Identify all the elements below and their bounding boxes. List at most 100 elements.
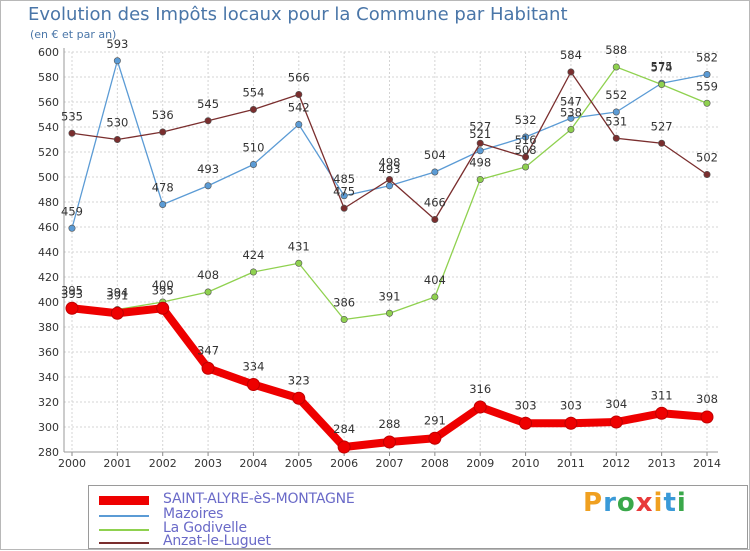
y-tick-label: 520 [38, 146, 59, 159]
data-point [522, 163, 530, 171]
chart-title: Evolution des Impôts locaux pour la Comm… [28, 4, 568, 25]
x-tick-label: 2004 [239, 457, 267, 470]
data-point [612, 108, 620, 116]
x-tick-label: 2008 [421, 457, 449, 470]
data-point [292, 391, 306, 405]
data-point [159, 201, 167, 209]
data-label: 395 [61, 283, 83, 297]
data-point [567, 114, 575, 122]
data-label: 530 [106, 116, 128, 130]
x-tick-label: 2014 [693, 457, 721, 470]
y-tick-label: 280 [38, 446, 59, 459]
data-label: 311 [651, 388, 673, 402]
data-label: 493 [379, 162, 401, 176]
data-label: 394 [106, 286, 128, 300]
legend-label-la-godivelle: La Godivelle [163, 520, 247, 536]
y-tick-label: 580 [38, 71, 59, 84]
axes [63, 48, 718, 456]
data-label: 531 [605, 114, 627, 128]
data-label: 538 [560, 106, 582, 120]
data-label: 504 [424, 148, 446, 162]
data-label: 408 [197, 268, 219, 282]
data-point [567, 126, 575, 134]
data-point [113, 136, 121, 144]
legend-swatch-anzat-le-luguet [99, 542, 149, 544]
data-label: 535 [61, 109, 83, 123]
data-label: 466 [424, 196, 446, 210]
data-label: 584 [560, 48, 582, 62]
legend-label-anzat-le-luguet: Anzat-le-Luguet [163, 533, 271, 549]
legend-swatch-mazoires [99, 515, 149, 517]
x-tick-label: 2005 [285, 457, 313, 470]
data-point [337, 440, 351, 454]
data-point [522, 133, 530, 141]
data-label: 459 [61, 204, 83, 218]
data-label: 566 [288, 71, 310, 85]
data-label: 391 [379, 289, 401, 303]
x-tick-label: 2012 [602, 457, 630, 470]
data-point [340, 204, 348, 212]
legend: SAINT-ALYRE-èS-MONTAGNE Mazoires La Godi… [88, 485, 748, 549]
data-point [295, 91, 303, 99]
y-tick-label: 500 [38, 171, 59, 184]
logo-letter: i [676, 488, 687, 518]
data-point [204, 182, 212, 190]
data-label: 303 [560, 398, 582, 412]
y-tick-label: 460 [38, 221, 59, 234]
y-tick-label: 440 [38, 246, 59, 259]
data-label: 347 [197, 343, 219, 357]
x-tick-label: 2007 [376, 457, 404, 470]
x-tick-label: 2003 [194, 457, 222, 470]
data-label: 516 [515, 133, 537, 147]
data-label: 554 [242, 86, 264, 100]
data-point [295, 121, 303, 129]
logo-letter: t [663, 488, 677, 518]
x-tick-label: 2002 [149, 457, 177, 470]
data-point [340, 192, 348, 200]
data-point [476, 139, 484, 147]
data-label: 527 [651, 119, 673, 133]
data-point [65, 301, 79, 315]
data-point [204, 117, 212, 125]
data-label: 502 [696, 151, 718, 165]
proxiti-logo: Proxiti [583, 488, 687, 518]
data-label: 393 [61, 287, 83, 301]
logo-letter: o [616, 488, 636, 518]
x-tick-label: 2013 [648, 457, 676, 470]
data-label: 308 [696, 392, 718, 406]
data-label: 316 [469, 382, 491, 396]
data-label: 493 [197, 162, 219, 176]
data-point [246, 378, 260, 391]
data-label: 288 [379, 417, 401, 431]
data-point [658, 81, 666, 89]
data-label: 545 [197, 97, 219, 111]
data-point [476, 176, 484, 184]
data-point [700, 410, 714, 424]
data-point [385, 182, 393, 190]
data-label: 559 [696, 79, 718, 93]
data-label: 593 [106, 37, 128, 51]
data-label: 527 [469, 119, 491, 133]
data-point [428, 431, 442, 445]
data-label: 303 [515, 398, 537, 412]
data-point [476, 147, 484, 155]
data-point [703, 71, 711, 79]
y-tick-label: 480 [38, 196, 59, 209]
data-point [612, 134, 620, 142]
x-tick-label: 2010 [512, 457, 540, 470]
y-tick-label: 400 [38, 296, 59, 309]
y-tick-labels: 280 300 320 340 360 380 400 420 440 460 480 500 520 5… [38, 46, 59, 459]
x-tick-label: 2009 [466, 457, 494, 470]
data-label: 400 [152, 278, 174, 292]
x-tick-label: 2001 [103, 457, 131, 470]
data-label: 291 [424, 413, 446, 427]
data-point [431, 168, 439, 176]
data-labels: 459 593 478 493 510 542 485 493 504 521 532 547 552 5… [61, 37, 718, 436]
data-point [295, 259, 303, 267]
y-tick-label: 540 [38, 121, 59, 134]
logo-letter: P [583, 488, 604, 518]
data-label: 304 [605, 397, 627, 411]
data-point [567, 68, 575, 76]
